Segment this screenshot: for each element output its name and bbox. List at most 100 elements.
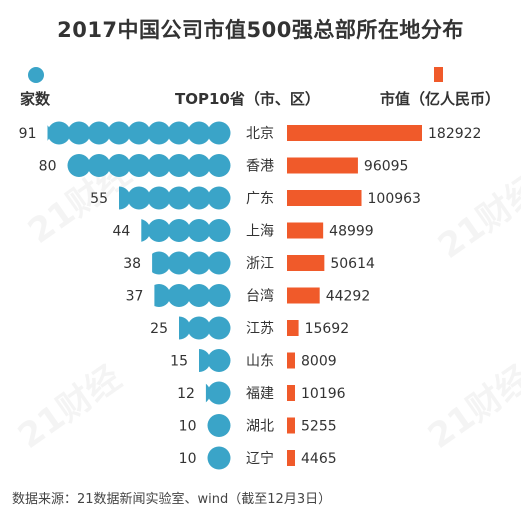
count-circle xyxy=(187,186,211,210)
count-circle xyxy=(207,381,231,405)
count-partial-circle xyxy=(119,186,131,210)
market-cap-bar xyxy=(287,125,422,141)
province-label: 山东 xyxy=(246,354,274,370)
province-label: 湖北 xyxy=(246,419,274,435)
market-cap-bar xyxy=(287,417,295,434)
market-cap-label: 15692 xyxy=(305,321,350,337)
row-4: 44 上海 48999 xyxy=(112,219,374,242)
count-label: 10 xyxy=(179,419,197,435)
count-partial-circle xyxy=(152,251,171,275)
count-circle xyxy=(207,121,231,145)
row-11: 10 辽宁 4465 xyxy=(179,446,337,470)
count-circle xyxy=(167,154,191,177)
count-partial-circle xyxy=(199,349,211,372)
legend-region-label: TOP10省（市、区） xyxy=(175,90,320,108)
market-cap-label: 44292 xyxy=(326,289,371,305)
count-label: 55 xyxy=(90,191,108,207)
chart-title: 2017中国公司市值500强总部所在地分布 xyxy=(57,18,464,42)
count-label: 25 xyxy=(150,321,168,337)
market-cap-bar xyxy=(287,190,362,206)
count-partial-circle xyxy=(141,219,151,242)
count-circle xyxy=(167,121,191,145)
market-cap-bar xyxy=(287,287,320,304)
market-cap-bar xyxy=(287,222,324,239)
row-8: 15 山东 8009 xyxy=(170,349,337,372)
count-partial-circle xyxy=(154,284,171,307)
province-label: 台湾 xyxy=(246,288,274,305)
count-circle xyxy=(127,121,151,145)
market-cap-bar xyxy=(287,157,358,174)
count-circle xyxy=(67,154,91,177)
count-partial-circle xyxy=(47,125,51,141)
count-circle xyxy=(207,251,231,275)
count-circle xyxy=(207,284,231,307)
row-5: 38 浙江 50614 xyxy=(123,251,375,275)
count-circle xyxy=(207,154,231,177)
province-label: 浙江 xyxy=(246,256,274,272)
market-cap-label: 100963 xyxy=(368,191,421,207)
market-cap-label: 8009 xyxy=(301,354,337,370)
count-circle xyxy=(207,446,231,470)
source-note: 数据来源：21数据新闻实验室、wind（截至12月3日） xyxy=(12,492,332,507)
count-circle xyxy=(207,316,231,340)
count-circle xyxy=(87,154,111,177)
count-circle xyxy=(207,349,231,372)
market-cap-label: 10196 xyxy=(301,386,346,402)
count-circle xyxy=(147,154,171,177)
count-circle xyxy=(127,186,151,210)
market-cap-bar xyxy=(287,320,299,336)
row-6: 37 台湾 44292 xyxy=(126,284,371,307)
count-circle xyxy=(147,186,171,210)
market-cap-bar xyxy=(287,450,295,466)
row-1: 91 北京 182922 xyxy=(19,121,481,145)
count-circle xyxy=(187,121,211,145)
market-cap-label: 50614 xyxy=(330,256,375,272)
count-circle xyxy=(127,154,151,177)
count-circle xyxy=(187,154,211,177)
legend-circle-marker xyxy=(28,67,44,83)
count-label: 15 xyxy=(170,354,188,370)
province-label: 广东 xyxy=(246,191,274,207)
count-circle xyxy=(107,154,131,177)
count-circle xyxy=(67,121,91,145)
count-circle xyxy=(87,121,111,145)
market-cap-bar xyxy=(287,385,295,401)
count-circle xyxy=(107,121,131,145)
count-circle xyxy=(167,219,191,242)
province-label: 北京 xyxy=(246,126,274,142)
row-9: 12 福建 10196 xyxy=(177,381,346,405)
count-partial-circle xyxy=(179,316,191,340)
row-10: 10 湖北 5255 xyxy=(179,414,337,437)
market-cap-label: 48999 xyxy=(329,224,374,240)
province-label: 上海 xyxy=(246,224,274,240)
count-circle xyxy=(207,414,231,437)
count-circle xyxy=(167,186,191,210)
count-circle xyxy=(187,219,211,242)
count-circle xyxy=(147,121,171,145)
count-circle xyxy=(207,219,231,242)
count-circle xyxy=(147,219,171,242)
market-cap-label: 96095 xyxy=(364,159,409,175)
market-cap-label: 5255 xyxy=(301,419,337,435)
count-label: 12 xyxy=(177,386,195,402)
count-partial-circle xyxy=(205,383,211,403)
province-label: 辽宁 xyxy=(246,450,274,467)
count-circle xyxy=(207,186,231,210)
count-circle xyxy=(187,251,211,275)
count-label: 10 xyxy=(179,451,197,467)
count-circle xyxy=(167,284,191,307)
legend-count-label: 家数 xyxy=(20,90,51,108)
market-cap-bar xyxy=(287,255,325,271)
market-cap-label: 4465 xyxy=(301,451,337,467)
count-circle xyxy=(187,316,211,340)
market-cap-label: 182922 xyxy=(428,126,481,142)
province-label: 江苏 xyxy=(246,321,274,337)
legend-value-label: 市值（亿人民币） xyxy=(380,90,501,108)
count-circle xyxy=(47,121,71,145)
row-3: 55 广东 100963 xyxy=(90,186,421,210)
count-circle xyxy=(187,284,211,307)
market-cap-bar xyxy=(287,352,295,369)
province-label: 福建 xyxy=(246,386,274,402)
row-2: 80 香港 96095 xyxy=(39,154,409,177)
